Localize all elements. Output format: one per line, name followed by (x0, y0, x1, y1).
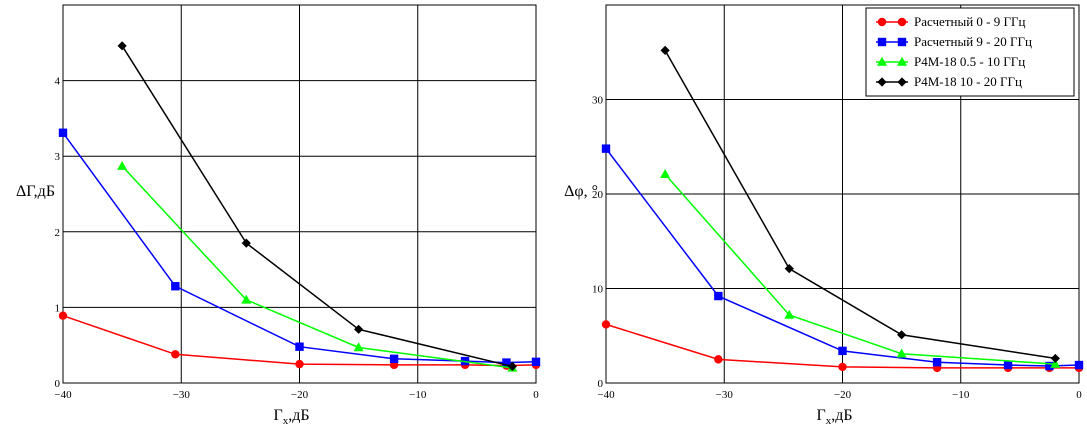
legend-marker (877, 37, 887, 47)
x-tick-label: 0 (533, 389, 539, 401)
data-point (295, 342, 304, 351)
legend-marker (877, 77, 887, 87)
data-point (502, 358, 511, 367)
x-tick-label: −30 (716, 389, 734, 401)
x-axis-label: Γx,дБ (816, 407, 852, 427)
legend-label: P4M-18 10 - 20 ГГц (914, 74, 1022, 89)
x-tick-label: −40 (597, 389, 615, 401)
chart-panel-right: −40 −30 −20 −10 0 0 10 20 30 Γx,дБ Δφ, ° Расчетный … (564, 4, 1084, 427)
legend-label: P4M-18 0.5 - 10 ГГц (914, 54, 1025, 69)
data-point (295, 359, 304, 369)
data-point (171, 350, 180, 359)
x-tick-label: 0 (1076, 389, 1082, 401)
data-point (389, 354, 399, 364)
data-point (1045, 361, 1054, 371)
data-point (1050, 358, 1061, 368)
x-tick-label: −10 (952, 389, 970, 401)
data-point (117, 160, 128, 170)
plot-frame (605, 4, 1080, 384)
legend-marker (897, 77, 907, 87)
data-point (714, 291, 723, 301)
legend-marker (897, 56, 907, 66)
legend-marker (897, 37, 907, 47)
series-line (664, 50, 1056, 360)
data-point (838, 346, 847, 356)
y-tick-label: 4 (55, 76, 61, 88)
x-tick-label: −20 (834, 389, 852, 401)
legend: Расчетный 0 - 9 ГГц Расчетный 9 - 20 ГГц P… (865, 7, 1075, 97)
data-point (932, 358, 942, 367)
data-point (601, 144, 611, 153)
x-tick-label: −30 (173, 389, 191, 401)
data-point (507, 361, 517, 371)
x-axis-label: Γx,дБ (273, 407, 309, 427)
data-point (784, 264, 794, 274)
data-point (660, 45, 670, 55)
data-point (1050, 353, 1060, 364)
y-tick-label: 3 (55, 151, 61, 163)
data-point (838, 362, 847, 372)
y-tick-label: 0 (598, 378, 604, 390)
x-tick-label: −20 (291, 389, 309, 401)
y-tick-label: 2 (55, 227, 61, 239)
plot-frame (62, 4, 537, 384)
data-point (241, 238, 251, 248)
data-point (58, 311, 68, 320)
data-point (354, 324, 364, 334)
data-point (171, 282, 180, 291)
data-point (784, 309, 795, 319)
legend-marker (897, 17, 907, 27)
chart-panel-left: −40 −30 −20 −10 0 0 1 2 3 4 Γx,дБ ΔГ,дБ (16, 4, 541, 427)
series-line (664, 173, 1056, 365)
series-line (121, 45, 513, 368)
legend-marker (877, 17, 887, 27)
data-point (58, 128, 68, 137)
data-point (1003, 360, 1013, 370)
data-point (714, 355, 723, 364)
series-line (121, 165, 513, 369)
y-tick-label: 1 (55, 302, 61, 314)
y-tick-label: 10 (592, 284, 604, 296)
data-point (117, 41, 127, 51)
x-tick-label: −10 (409, 389, 427, 401)
x-tick-label: −40 (54, 389, 72, 401)
data-point (601, 320, 611, 329)
data-point (896, 348, 907, 358)
data-point (660, 168, 671, 178)
y-tick-label: 30 (592, 95, 604, 107)
data-point (241, 294, 252, 304)
y-axis-label: Δφ, ° (564, 183, 598, 200)
data-point (1074, 360, 1084, 370)
legend-label: Расчетный 9 - 20 ГГц (914, 34, 1032, 49)
y-tick-label: 0 (55, 378, 61, 390)
legend-label: Расчетный 0 - 9 ГГц (914, 14, 1026, 29)
y-tick-label: 20 (592, 189, 604, 201)
legend-marker (877, 56, 887, 66)
data-point (531, 357, 541, 367)
y-axis-label: ΔГ,дБ (16, 183, 55, 200)
data-point (897, 330, 907, 340)
data-point (353, 342, 364, 352)
